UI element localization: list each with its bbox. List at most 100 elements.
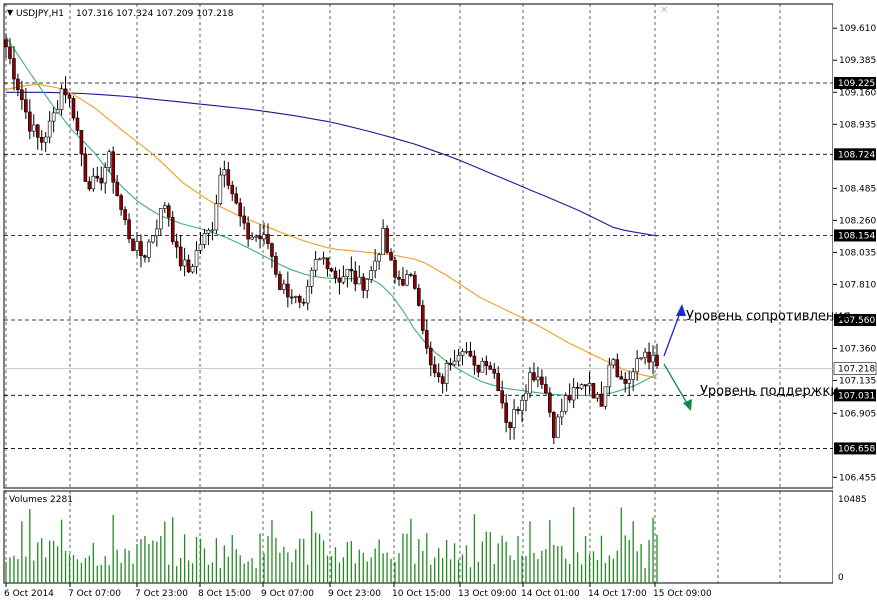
candle-body: [258, 235, 262, 240]
candle-body: [357, 276, 362, 285]
candle-body: [8, 46, 12, 59]
candle-body: [39, 136, 44, 143]
candle-body: [452, 360, 457, 366]
candle-body: [194, 250, 199, 267]
level-price-box: 108.724: [834, 148, 876, 161]
candle-body: [51, 112, 56, 122]
candle-body: [583, 384, 588, 387]
x-tick-label: 15 Oct 09:00: [653, 589, 712, 599]
candle-body: [520, 399, 524, 411]
candle-body: [226, 169, 231, 186]
candle-body: [337, 277, 342, 283]
candle-body: [528, 372, 532, 394]
volume-axis-top: 10485: [838, 495, 867, 505]
candle-body: [623, 378, 628, 384]
candle-body: [79, 130, 84, 155]
candle-body: [103, 167, 108, 184]
candle-body: [369, 270, 373, 280]
candle-body: [555, 416, 560, 438]
y-tick-label: 109.385: [839, 56, 876, 66]
candle-body: [278, 273, 282, 290]
candle-body: [190, 266, 195, 273]
candle-body: [579, 384, 584, 389]
candle-body: [599, 393, 604, 407]
window-close-icon[interactable]: ✕: [660, 5, 668, 16]
annotation-arrows: [663, 304, 692, 411]
candle-body: [234, 193, 239, 204]
time-axis: 6 Oct 2014 7 Oct 07:00 7 Oct 23:00 8 Oct 15…: [4, 583, 712, 599]
y-tick-label: 109.160: [839, 88, 876, 98]
y-tick-label: 106.905: [839, 409, 876, 419]
candle-body: [222, 169, 227, 176]
collapse-triangle-icon[interactable]: ▼: [7, 8, 14, 17]
candle-body: [436, 372, 441, 378]
level-box-bg: [834, 148, 876, 161]
candle-body: [424, 330, 429, 349]
candle-body: [329, 268, 334, 272]
candle-body: [504, 402, 508, 423]
candle-body: [381, 228, 385, 256]
candle-body: [246, 222, 250, 240]
candle-body: [162, 205, 167, 209]
candle-body: [71, 98, 76, 119]
candle-body: [63, 88, 68, 96]
candle-body: [250, 236, 254, 240]
level-box-bg: [834, 314, 876, 327]
candle-body: [456, 355, 461, 362]
candle-body: [468, 350, 473, 357]
candle-body: [313, 259, 318, 271]
resistance-arrowhead-icon: [676, 304, 686, 316]
candle-body: [619, 376, 624, 380]
candle-body: [270, 243, 274, 257]
candle-body: [349, 268, 354, 272]
x-tick-label: 13 Oct 09:00: [458, 589, 517, 599]
candle-body: [432, 364, 437, 374]
level-price-label: 106.658: [838, 444, 875, 454]
candle-body: [428, 347, 433, 366]
y-tick-label: 108.485: [839, 184, 876, 194]
level-price-box: 108.154: [834, 229, 876, 242]
candle-body: [198, 244, 203, 251]
candle-body: [210, 229, 215, 232]
candle-body: [341, 276, 346, 283]
y-tick-label: 108.035: [839, 248, 876, 258]
ma-mid-line: [5, 83, 658, 379]
y-tick-label: 107.360: [839, 344, 876, 354]
candle-body: [563, 395, 568, 412]
candle-body: [544, 384, 548, 394]
x-tick-label: 6 Oct 2014: [4, 589, 54, 599]
candle-body: [55, 109, 60, 114]
candle-body: [95, 175, 100, 179]
candle-body: [603, 386, 608, 407]
level-price-label: 108.724: [838, 150, 875, 160]
candle-body: [647, 351, 651, 363]
candle-body: [75, 117, 80, 131]
resistance-arrow-line: [663, 309, 682, 357]
candle-body: [532, 372, 536, 381]
candle-body: [377, 254, 381, 262]
candle-body: [595, 393, 600, 399]
support-arrow-line: [663, 363, 689, 406]
level-price-label: 108.154: [838, 231, 875, 241]
candle-body: [472, 355, 477, 366]
candle-body: [238, 202, 243, 217]
candle-body: [131, 238, 135, 251]
x-tick-label: 9 Oct 23:00: [328, 589, 381, 599]
candle-body: [389, 252, 393, 261]
candle-body: [321, 257, 326, 260]
candle-body: [524, 392, 528, 401]
candle-body: [480, 361, 485, 373]
candle-body: [385, 228, 389, 253]
candle-body: [20, 89, 24, 100]
candle-body: [639, 357, 643, 360]
level-price-box: 107.031: [834, 389, 876, 402]
candle-body: [409, 274, 413, 276]
ma-slow-line: [6, 91, 658, 237]
level-price-box: 109.225: [834, 77, 876, 90]
level-box-bg: [834, 389, 876, 402]
level-price-label: 109.225: [838, 79, 875, 89]
candle-body: [290, 296, 294, 299]
candle-body: [440, 376, 445, 384]
candle-body: [174, 241, 179, 248]
candle-body: [317, 258, 322, 261]
